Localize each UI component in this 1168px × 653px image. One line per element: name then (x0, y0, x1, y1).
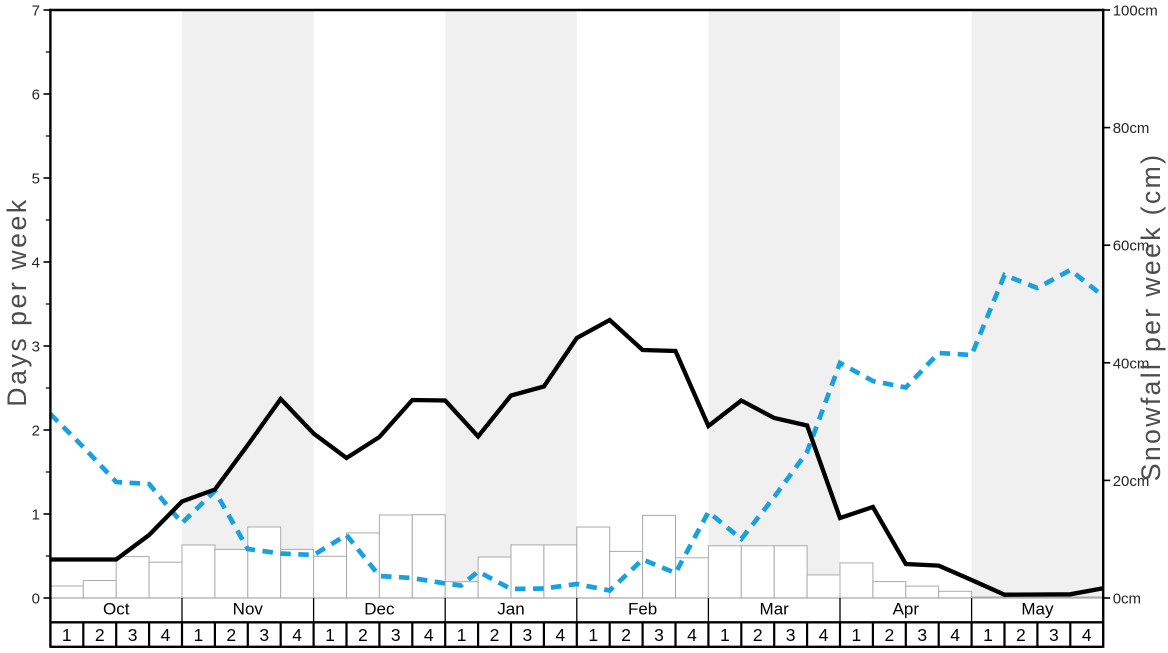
svg-text:80cm: 80cm (1113, 120, 1150, 137)
svg-text:4: 4 (819, 625, 829, 645)
svg-text:2: 2 (753, 625, 763, 645)
svg-text:4: 4 (556, 625, 566, 645)
svg-text:1: 1 (32, 507, 40, 524)
svg-text:4: 4 (950, 625, 960, 645)
svg-text:1: 1 (720, 625, 730, 645)
svg-text:40cm: 40cm (1113, 355, 1150, 372)
svg-text:4: 4 (292, 625, 302, 645)
svg-text:Mar: Mar (760, 600, 790, 619)
svg-text:1: 1 (852, 625, 862, 645)
svg-text:Snowfall per week (cm): Snowfall per week (cm) (1136, 153, 1166, 482)
svg-text:4: 4 (1082, 625, 1092, 645)
svg-text:4: 4 (424, 625, 434, 645)
svg-text:3: 3 (654, 625, 664, 645)
svg-text:2: 2 (1016, 625, 1026, 645)
svg-text:6: 6 (32, 87, 40, 104)
svg-text:4: 4 (161, 625, 171, 645)
svg-text:2: 2 (490, 625, 500, 645)
svg-text:20cm: 20cm (1113, 473, 1150, 490)
svg-text:5: 5 (32, 171, 40, 188)
svg-text:1: 1 (62, 625, 72, 645)
svg-text:7: 7 (32, 3, 40, 20)
svg-text:1: 1 (194, 625, 204, 645)
svg-text:2: 2 (226, 625, 236, 645)
svg-text:Oct: Oct (103, 600, 130, 619)
svg-text:1: 1 (325, 625, 335, 645)
svg-text:2: 2 (32, 423, 40, 440)
svg-text:3: 3 (917, 625, 927, 645)
svg-text:3: 3 (32, 339, 40, 356)
svg-text:2: 2 (621, 625, 631, 645)
svg-text:3: 3 (523, 625, 533, 645)
svg-text:2: 2 (95, 625, 105, 645)
svg-text:Days per week: Days per week (2, 197, 32, 406)
svg-text:100cm: 100cm (1113, 3, 1158, 20)
svg-text:4: 4 (32, 255, 40, 272)
svg-text:May: May (1021, 600, 1054, 619)
svg-text:0cm: 0cm (1113, 591, 1141, 608)
svg-text:Apr: Apr (893, 600, 920, 619)
svg-text:1: 1 (983, 625, 993, 645)
svg-text:2: 2 (358, 625, 368, 645)
svg-text:3: 3 (391, 625, 401, 645)
svg-text:60cm: 60cm (1113, 238, 1150, 255)
svg-text:Nov: Nov (233, 600, 264, 619)
svg-text:1: 1 (588, 625, 598, 645)
svg-text:3: 3 (259, 625, 269, 645)
svg-text:3: 3 (128, 625, 138, 645)
svg-text:1: 1 (457, 625, 467, 645)
svg-text:4: 4 (687, 625, 697, 645)
svg-text:3: 3 (1049, 625, 1059, 645)
svg-text:0: 0 (32, 591, 40, 608)
svg-text:Jan: Jan (497, 600, 524, 619)
svg-text:Feb: Feb (628, 600, 657, 619)
svg-text:3: 3 (786, 625, 796, 645)
svg-text:2: 2 (885, 625, 895, 645)
svg-text:Dec: Dec (364, 600, 395, 619)
